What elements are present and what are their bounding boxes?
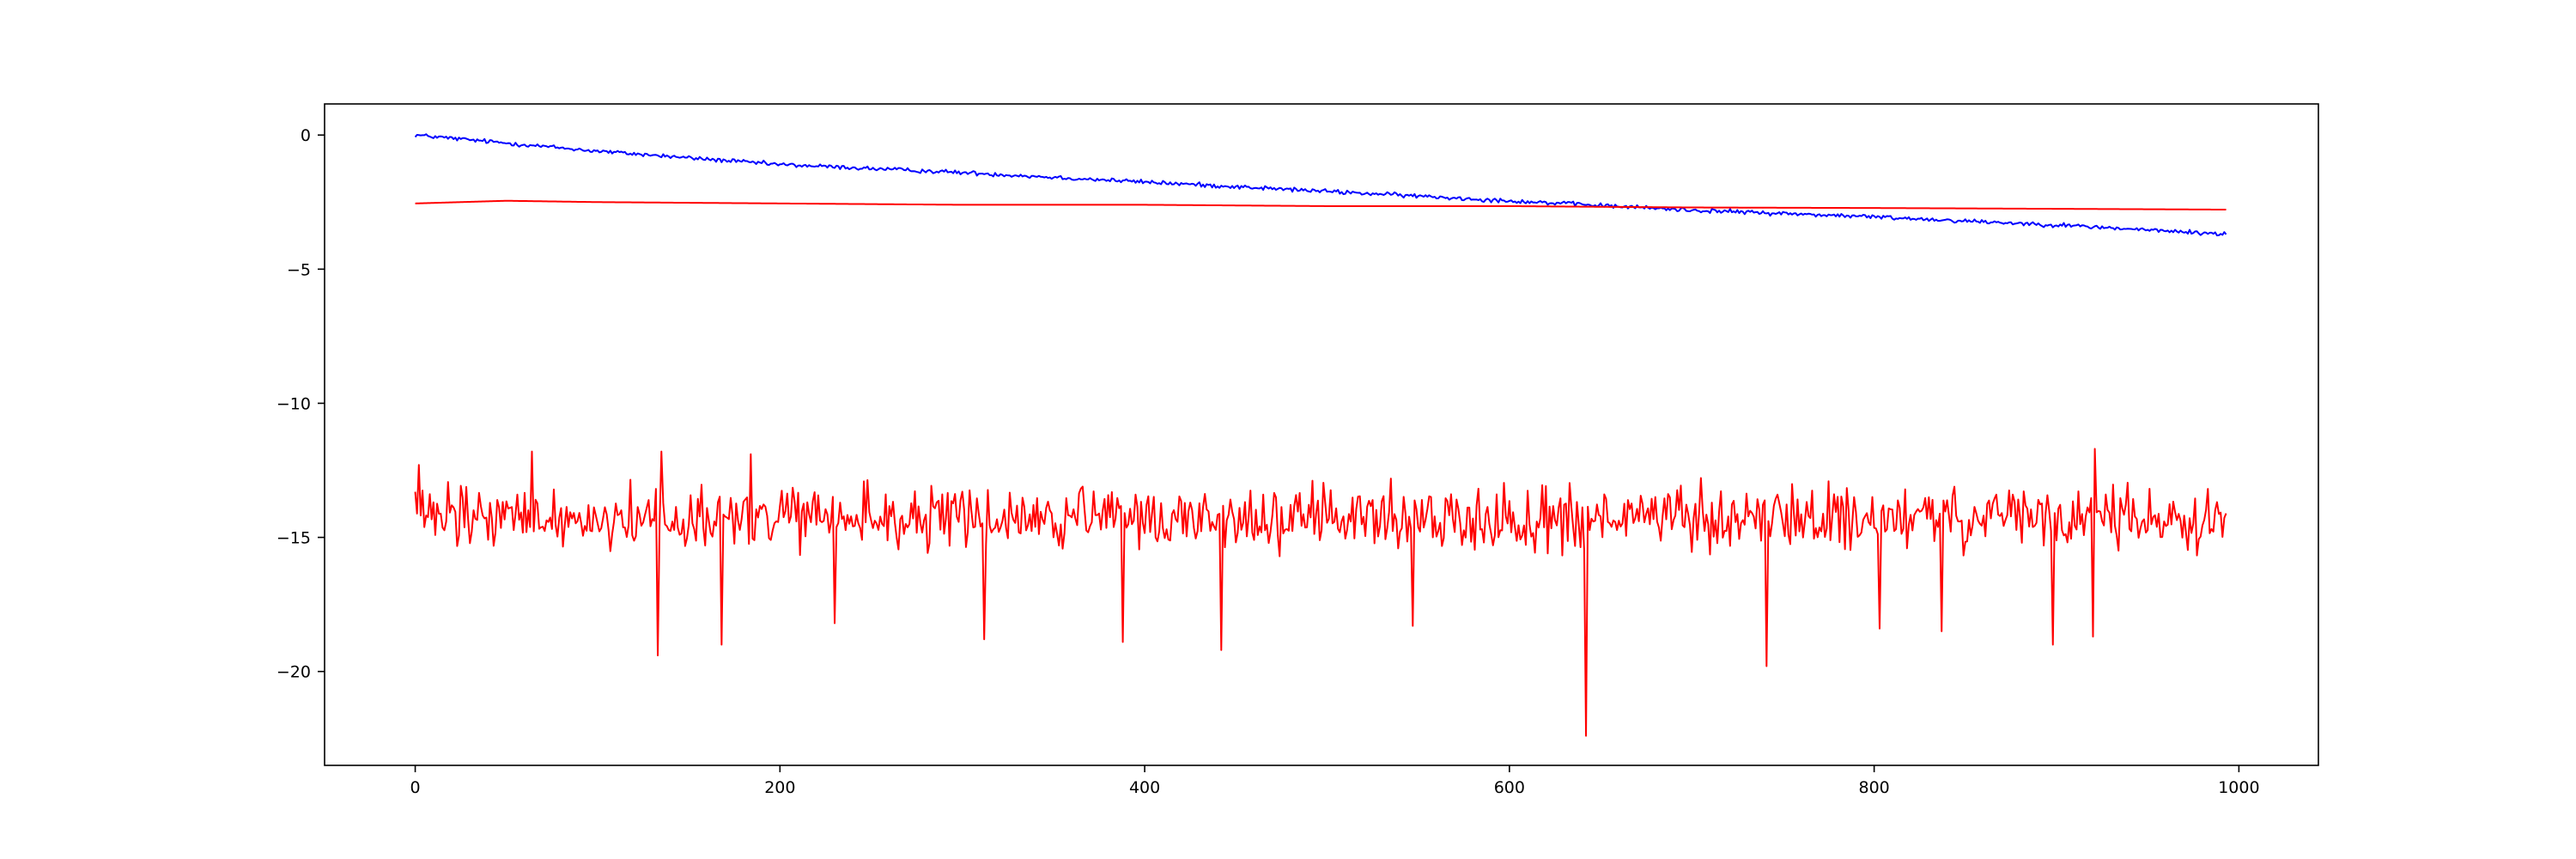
y-tick-label: −10 (276, 394, 311, 413)
x-tick-label: 1000 (2218, 778, 2259, 797)
y-tick-label: −15 (276, 529, 311, 548)
x-tick-label: 800 (1858, 778, 1889, 797)
y-tick-label: −20 (276, 663, 311, 682)
x-tick-label: 0 (410, 778, 421, 797)
plot-frame (324, 103, 2319, 766)
y-tick-label: −5 (287, 260, 311, 279)
series-group (414, 133, 2227, 737)
y-tick-label: 0 (301, 126, 311, 145)
x-tick-label: 200 (764, 778, 795, 797)
x-tick-label: 400 (1129, 778, 1160, 797)
axes-group: 0 200 400 600 800 1000 0 −5 −10 −15 −20 (276, 103, 2319, 797)
series-line-3 (414, 448, 2227, 737)
x-tick-label: 600 (1494, 778, 1525, 797)
series-line-2 (415, 199, 2227, 211)
series-line-1 (414, 133, 2227, 237)
